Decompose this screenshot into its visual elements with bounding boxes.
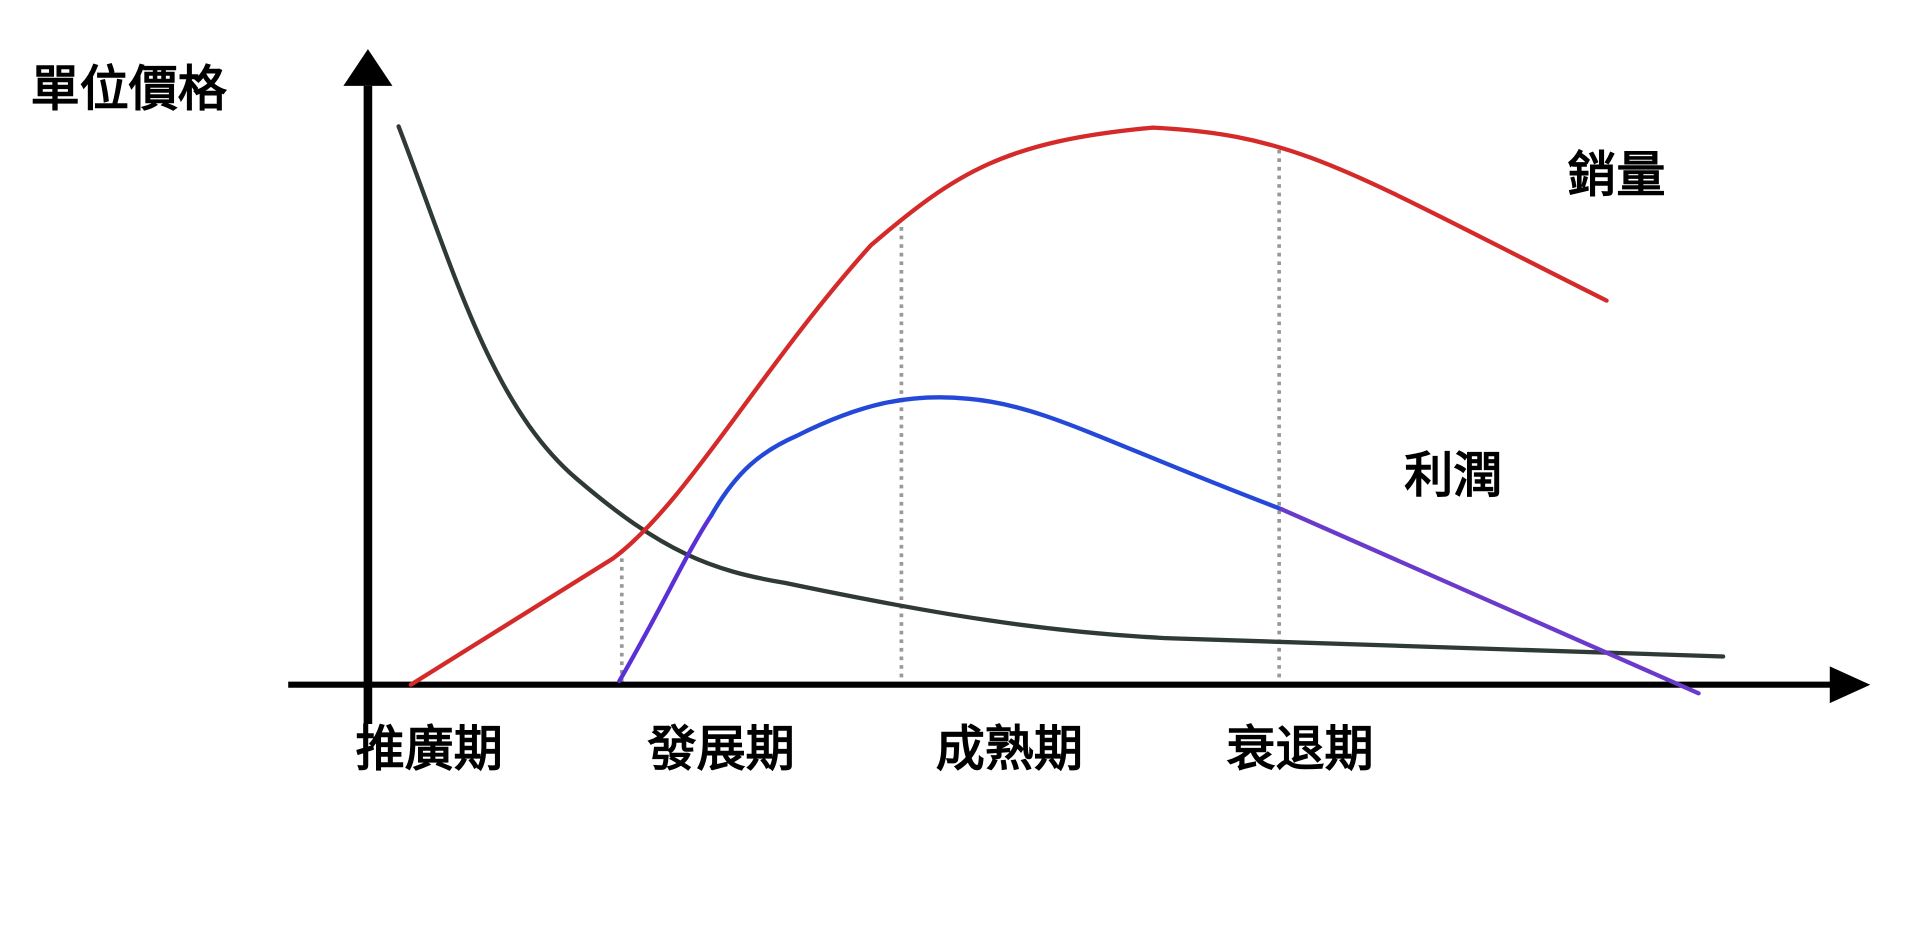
- stage-label: 成熟期: [936, 720, 1083, 778]
- y-axis-arrow: [343, 49, 393, 86]
- y-axis-label: 單位價格: [31, 60, 228, 118]
- stage-label: 發展期: [647, 720, 795, 778]
- sales-curve: [408, 125, 1609, 687]
- sales-label: 銷量: [1567, 145, 1665, 203]
- profit-label: 利潤: [1404, 446, 1502, 504]
- profit-curve: [617, 513, 714, 684]
- price-curve: [396, 124, 1726, 659]
- stage-label: 衰退期: [1226, 720, 1373, 778]
- profit-curve: [1279, 507, 1701, 696]
- profit-curve: [709, 395, 1284, 518]
- x-axis-arrow: [1829, 666, 1871, 704]
- stage-label: 推廣期: [356, 720, 503, 778]
